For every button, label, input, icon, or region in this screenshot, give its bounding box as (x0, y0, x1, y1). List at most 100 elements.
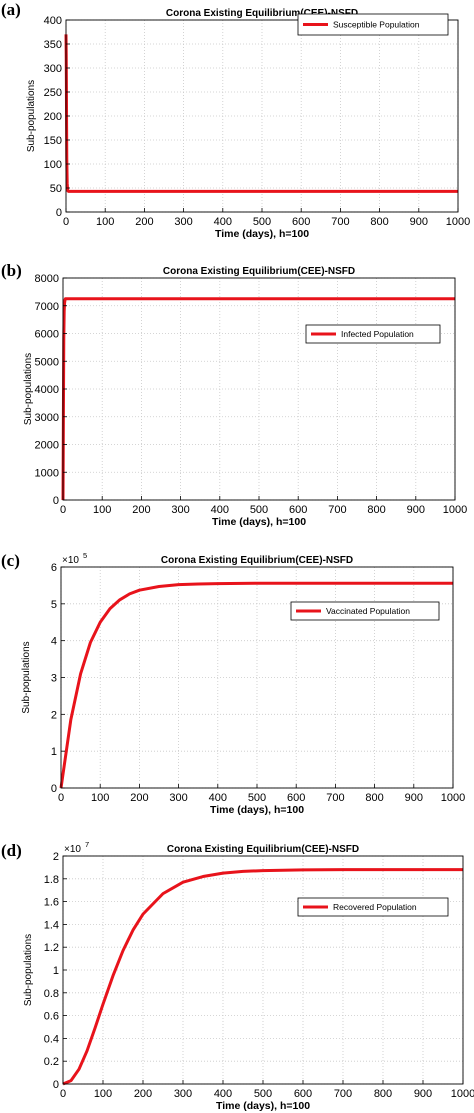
x-tick-label: 900 (414, 1088, 432, 1100)
x-tick-label: 400 (214, 216, 232, 228)
x-tick-label: 500 (248, 792, 266, 804)
y-tick-label: 350 (44, 39, 62, 51)
y-tick-label: 3000 (35, 412, 59, 424)
x-axis-label: Time (days), h=100 (212, 516, 306, 528)
legend-label: Recovered Population (333, 902, 417, 912)
y-tick-label: 0 (53, 495, 59, 507)
y-tick-label: 8000 (35, 273, 59, 285)
x-tick-label: 500 (250, 504, 268, 516)
x-tick-label: 200 (130, 792, 148, 804)
x-tick-label: 900 (410, 216, 428, 228)
y-tick-label: 1.2 (44, 942, 59, 954)
legend-box (290, 601, 440, 621)
y-axis-label: Sub-populations (23, 353, 34, 425)
chart-panel: 0 100 200 300 400 500 600 700 800 900 1000 0 50 100 15… (1, 0, 470, 240)
y-tick-label: 1 (53, 965, 59, 977)
y-tick-label: 2000 (35, 440, 59, 452)
y-tick-label: 50 (50, 183, 62, 195)
y-tick-label: 1.6 (44, 897, 59, 909)
legend-label: Susceptible Population (333, 20, 420, 30)
series-line (61, 297, 455, 501)
y-tick-label: 4000 (35, 384, 59, 396)
x-tick-label: 300 (171, 504, 189, 516)
x-tick-label: 0 (58, 792, 64, 804)
y-multiplier: ×10 (64, 844, 81, 855)
x-tick-label: 500 (254, 1088, 272, 1100)
chart-panel: 0 100 200 300 400 500 600 700 800 900 1000 0 0.2 0.4 0… (1, 840, 474, 1112)
x-tick-label: 400 (209, 792, 227, 804)
legend: Vaccinated Population (290, 601, 440, 621)
legend-label: Vaccinated Population (326, 606, 410, 616)
y-multiplier: ×10 (62, 555, 79, 566)
x-tick-label: 1000 (441, 792, 465, 804)
x-axis-label: Time (days), h=100 (216, 1100, 310, 1112)
y-tick-label: 0 (51, 783, 57, 795)
x-tick-label: 700 (328, 504, 346, 516)
y-tick-label: 1.8 (44, 874, 59, 886)
x-tick-label: 700 (334, 1088, 352, 1100)
y-tick-label: 150 (44, 135, 62, 147)
y-tick-label: 0 (56, 207, 62, 219)
y-tick-label: 2 (51, 709, 57, 721)
x-tick-label: 800 (370, 216, 388, 228)
y-tick-label: 6 (51, 562, 57, 574)
panel-letter: (d) (1, 841, 22, 860)
legend-box (305, 324, 441, 344)
y-tick-label: 3 (51, 673, 57, 685)
x-tick-label: 0 (63, 216, 69, 228)
y-axis-label: Sub-populations (23, 934, 34, 1006)
y-tick-label: 100 (44, 159, 62, 171)
y-tick-label: 1.4 (44, 919, 59, 931)
chart-title: Corona Existing Equilibrium(CEE)-NSFD (161, 555, 353, 566)
y-tick-label: 0.4 (44, 1033, 59, 1045)
series-line (62, 868, 463, 1086)
chart-title: Corona Existing Equilibrium(CEE)-NSFD (166, 8, 358, 19)
legend-box (297, 897, 449, 917)
x-tick-label: 400 (211, 504, 229, 516)
y-tick-label: 7000 (35, 301, 59, 313)
y-tick-label: 0.6 (44, 1011, 59, 1023)
x-tick-label: 100 (91, 792, 109, 804)
y-tick-label: 0.8 (44, 988, 59, 1000)
legend-box (297, 13, 449, 36)
legend: Recovered Population (297, 897, 449, 917)
y-tick-label: 0.2 (44, 1056, 59, 1068)
x-tick-label: 800 (367, 504, 385, 516)
x-tick-label: 100 (93, 504, 111, 516)
y-tick-label: 6000 (35, 329, 59, 341)
y-tick-label: 1000 (35, 467, 59, 479)
y-tick-label: 2 (53, 851, 59, 863)
legend: Infected Population (305, 324, 441, 344)
chart-panel: 0 100 200 300 400 500 600 700 800 900 1000 0 1000 200… (1, 261, 467, 528)
y-tick-label: 0 (53, 1079, 59, 1091)
x-tick-label: 100 (94, 1088, 112, 1100)
x-tick-label: 400 (214, 1088, 232, 1100)
chart-title: Corona Existing Equilibrium(CEE)-NSFD (163, 266, 355, 277)
x-tick-label: 200 (134, 1088, 152, 1100)
x-tick-label: 600 (289, 504, 307, 516)
chart-panel: 0 100 200 300 400 500 600 700 800 900 1000 0 1 2 3 4 5 6 ×… (1, 551, 465, 816)
y-tick-label: 5000 (35, 356, 59, 368)
legend: Susceptible Population (297, 13, 449, 36)
y-multiplier-exponent: 5 (83, 551, 87, 560)
x-tick-label: 200 (135, 216, 153, 228)
x-tick-label: 800 (374, 1088, 392, 1100)
x-tick-label: 1000 (446, 216, 470, 228)
panel-letter: (b) (1, 261, 22, 280)
x-axis-label: Time (days), h=100 (215, 228, 309, 240)
x-tick-label: 1000 (443, 504, 467, 516)
x-tick-label: 600 (287, 792, 305, 804)
x-axis-label: Time (days), h=100 (210, 804, 304, 816)
x-tick-label: 600 (292, 216, 310, 228)
x-tick-label: 300 (174, 1088, 192, 1100)
x-tick-label: 300 (174, 216, 192, 228)
y-tick-label: 400 (44, 15, 62, 27)
panel-letter: (c) (1, 551, 20, 570)
series-line (59, 581, 453, 789)
y-tick-label: 5 (51, 599, 57, 611)
x-tick-label: 0 (60, 504, 66, 516)
x-tick-label: 300 (169, 792, 187, 804)
x-tick-label: 100 (96, 216, 114, 228)
panel-letter: (a) (1, 0, 21, 19)
